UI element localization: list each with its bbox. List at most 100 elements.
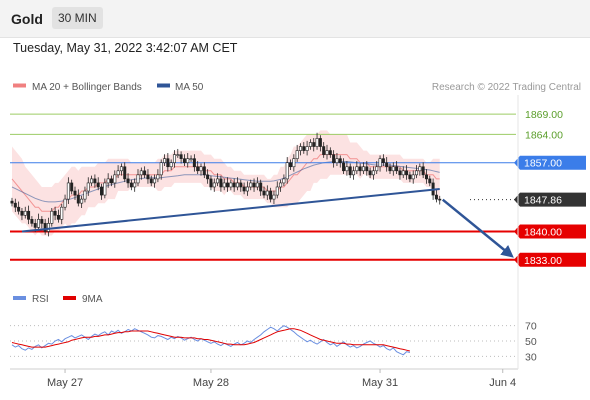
candle-body: [37, 219, 41, 228]
candle-body: [322, 146, 326, 155]
candle-body: [318, 138, 322, 147]
candle-body: [342, 162, 346, 172]
candle-body: [172, 154, 176, 164]
candle-body: [209, 178, 213, 188]
rsi-line: [11, 325, 411, 356]
level-tag-label-5: 1833.00: [524, 255, 562, 267]
ma50-legend-swatch: [157, 83, 170, 88]
candle-body: [289, 162, 293, 168]
candle-body: [325, 150, 329, 155]
level-tag-label-0: 1869.00: [525, 109, 563, 121]
candle-body: [136, 174, 140, 184]
candle-body: [421, 166, 425, 176]
candle-body: [206, 174, 210, 180]
candle-body: [388, 166, 392, 172]
candle-body: [249, 182, 253, 188]
candle-body: [381, 158, 385, 164]
candle-body: [70, 182, 74, 192]
candle-body: [146, 174, 150, 180]
bollinger-band: [12, 130, 440, 236]
candle-body: [401, 170, 405, 176]
candle-body: [23, 210, 27, 216]
candle-body: [252, 182, 256, 188]
forecast-arrow: [441, 198, 514, 258]
candle-body: [189, 158, 193, 160]
candle-body: [60, 206, 64, 220]
candle-body: [434, 194, 438, 200]
candle-body: [262, 190, 266, 196]
candle-body: [90, 178, 94, 184]
x-tick-label-0: May 27: [47, 377, 83, 389]
candle-body: [56, 214, 60, 220]
candle-body: [245, 186, 249, 192]
candle-body: [126, 178, 130, 184]
candlesticks: [10, 132, 442, 237]
candle-body: [365, 166, 369, 172]
timeframe-button[interactable]: 30 MIN: [52, 7, 103, 29]
bollinger-band-area: [12, 130, 440, 236]
candle-body: [199, 166, 203, 172]
candle-body: [391, 166, 395, 172]
candle-body: [408, 174, 412, 180]
candle-body: [43, 223, 47, 232]
candle-body: [285, 162, 289, 180]
candle-body: [302, 146, 306, 151]
trendline-group: [21, 188, 514, 258]
candle-body: [129, 182, 133, 188]
candle-body: [338, 158, 342, 164]
rsi-legend-swatch: [13, 296, 26, 300]
candle-body: [196, 166, 200, 172]
candle-body: [239, 182, 243, 188]
candle-body: [305, 146, 309, 151]
candle-body: [358, 166, 362, 172]
credit-text: Research © 2022 Trading Central: [432, 82, 581, 93]
rsi-tick-label-1: 50: [525, 336, 537, 348]
rsi-ma9-line: [11, 328, 411, 352]
ma20-legend-label: MA 20 + Bollinger Bands: [32, 82, 142, 93]
support-trendline: [21, 188, 440, 233]
candle-body: [279, 182, 283, 188]
level-tag-label-2: 1857.00: [524, 158, 562, 170]
level-tag-box-3: [514, 192, 586, 207]
candle-body: [378, 158, 382, 168]
candle-body: [10, 200, 14, 204]
candle-body: [371, 170, 375, 176]
candle-body: [411, 174, 415, 180]
candle-body: [103, 182, 107, 196]
candle-body: [153, 178, 157, 184]
candle-body: [53, 210, 57, 216]
candle-body: [282, 178, 286, 184]
candle-body: [96, 182, 100, 188]
candle-body: [186, 158, 190, 164]
candle-body: [143, 170, 147, 176]
level-tag-label-1: 1864.00: [525, 129, 563, 141]
top-bar: Gold 30 MIN: [0, 0, 590, 38]
candle-body: [345, 166, 349, 172]
candle-body: [428, 178, 432, 184]
candle-body: [265, 190, 269, 196]
candle-body: [20, 210, 24, 216]
candle-body: [438, 198, 442, 201]
candle-body: [182, 158, 186, 164]
candle-body: [149, 178, 153, 184]
candle-body: [229, 182, 233, 188]
candle-body: [312, 142, 316, 147]
level-tag-label-3: 1847.86: [524, 195, 562, 207]
candle-body: [395, 166, 399, 172]
candle-body: [332, 154, 336, 164]
candle-body: [328, 150, 332, 155]
candle-body: [40, 219, 44, 224]
moving-averages: [11, 154, 440, 212]
candle-body: [109, 178, 113, 184]
candle-body: [348, 166, 352, 176]
candle-body: [192, 158, 196, 168]
rsi-tick-label-0: 70: [525, 321, 537, 333]
candle-body: [368, 170, 372, 176]
candle-body: [156, 174, 160, 180]
candle-body: [76, 194, 80, 204]
x-axis-ticks: May 27 May 28 May 31 Jun 4: [47, 369, 516, 389]
candle-body: [255, 182, 259, 188]
candle-body: [298, 146, 302, 151]
candle-body: [179, 154, 183, 159]
candle-body: [226, 182, 230, 188]
